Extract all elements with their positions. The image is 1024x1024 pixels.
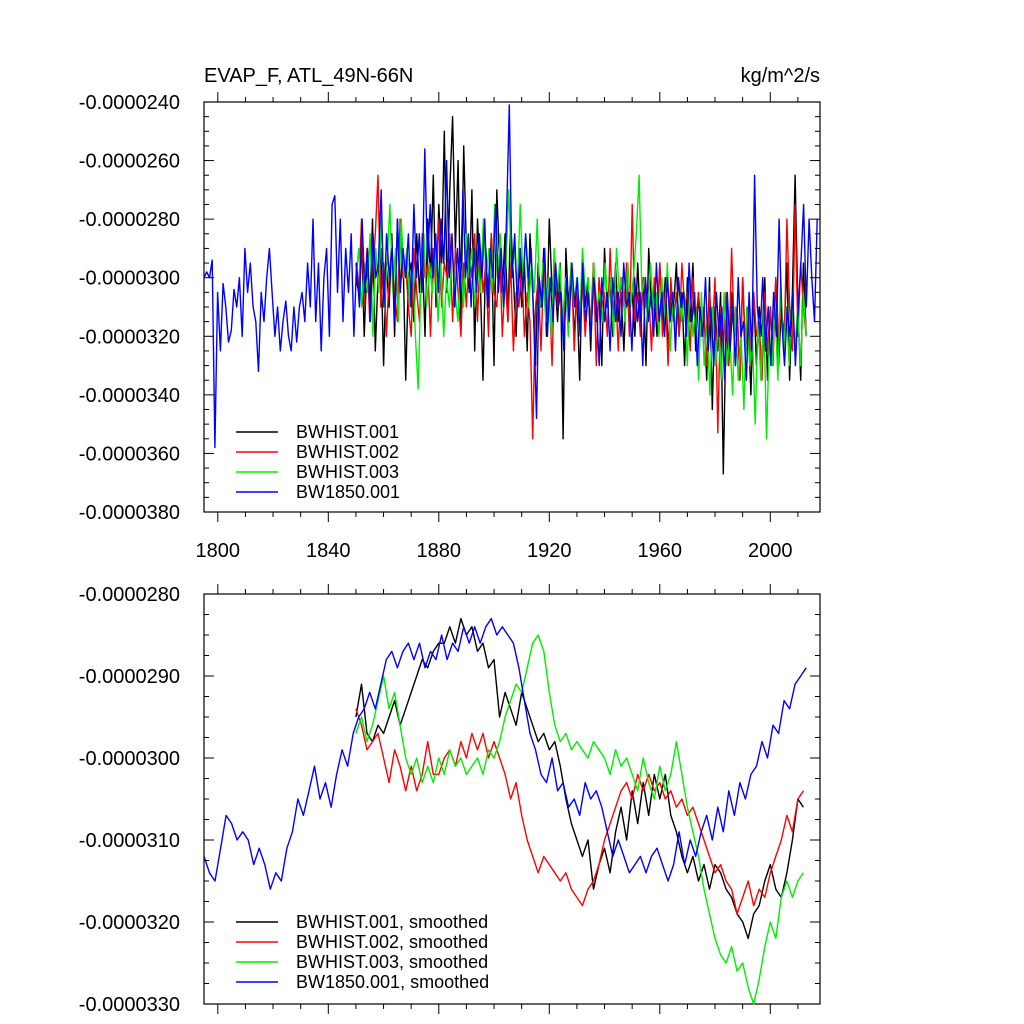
legend-label: BWHIST.002, smoothed xyxy=(296,932,488,952)
y-tick-label: -0.0000340 xyxy=(79,385,180,407)
y-tick-label: -0.0000280 xyxy=(79,584,180,606)
panel-smoothed: -0.0000280 -0.0000290 -0.0000300 -0.0000310… xyxy=(79,584,821,1016)
y-tick-label: -0.0000360 xyxy=(79,443,180,465)
legend-label: BWHIST.001 xyxy=(296,422,399,442)
legend-label: BWHIST.003 xyxy=(296,462,399,482)
series-layer xyxy=(203,104,818,475)
series-line-bwhist-002-smoothed xyxy=(355,708,804,915)
y-tick-label: -0.0000300 xyxy=(79,748,180,770)
series-line-bwhist-001-smoothed xyxy=(355,617,804,940)
legend-label: BW1850.001 xyxy=(296,482,400,502)
y-tick-label: -0.0000290 xyxy=(79,666,180,688)
legend-label: BWHIST.002 xyxy=(296,442,399,462)
panel-raw: EVAP_F, ATL_49N-66N kg/m^2/s -0.0000240-… xyxy=(79,65,821,562)
axis-layer: -0.0000280 -0.0000290 -0.0000300 -0.0000310… xyxy=(79,584,820,1016)
x-tick-label: 1840 xyxy=(306,540,351,562)
legend-label: BWHIST.003, smoothed xyxy=(296,952,488,972)
series-line-bw1850-001 xyxy=(203,104,818,449)
x-tick-label: 1960 xyxy=(638,540,683,562)
chart-units: kg/m^2/s xyxy=(741,65,820,87)
y-tick-label: -0.0000330 xyxy=(79,994,180,1016)
y-tick-label: -0.0000240 xyxy=(79,92,180,114)
chart-title: EVAP_F, ATL_49N-66N xyxy=(204,65,413,87)
legend-label: BWHIST.001, smoothed xyxy=(296,912,488,932)
y-tick-label: -0.0000380 xyxy=(79,502,180,524)
series-line-bwhist-003-smoothed xyxy=(355,634,804,1005)
x-tick-label: 2000 xyxy=(748,540,793,562)
y-tick-label: -0.0000320 xyxy=(79,326,180,348)
x-tick-label: 1920 xyxy=(527,540,572,562)
y-tick-label: -0.0000310 xyxy=(79,830,180,852)
axis-layer: -0.0000240 -0.0000260 -0.0000280 -0.0000300… xyxy=(79,92,820,562)
series-line-bw1850-001-smoothed xyxy=(203,617,807,890)
x-tick-label: 1880 xyxy=(417,540,462,562)
x-tick-label: 1800 xyxy=(196,540,241,562)
series-layer xyxy=(203,617,807,1005)
y-tick-label: -0.0000320 xyxy=(79,912,180,934)
legend-label: BW1850.001, smoothed xyxy=(296,972,489,992)
y-tick-label: -0.0000280 xyxy=(79,209,180,231)
y-tick-label: -0.0000300 xyxy=(79,268,180,290)
series-line-bwhist-003 xyxy=(355,174,807,440)
y-tick-label: -0.0000260 xyxy=(79,151,180,173)
